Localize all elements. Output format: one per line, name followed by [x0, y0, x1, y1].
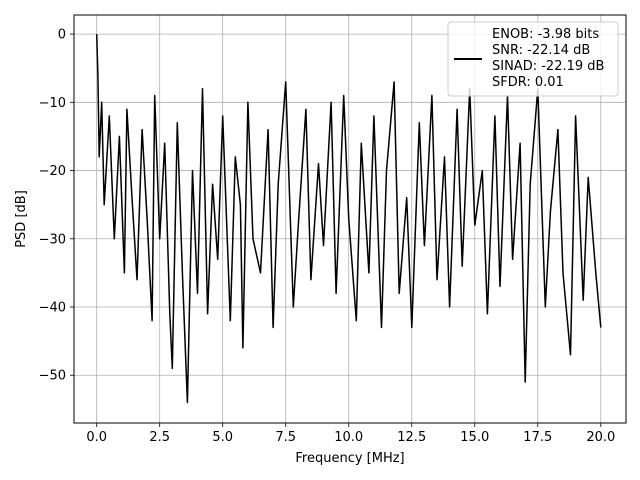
x-tick-label: 12.5 — [397, 430, 426, 445]
x-axis-label: Frequency [MHz] — [295, 451, 404, 466]
legend-snr: SNR: -22.14 dB — [492, 43, 590, 58]
x-tick-label: 7.5 — [275, 430, 296, 445]
y-tick-label: −20 — [39, 164, 66, 179]
legend: ENOB: -3.98 bits SNR: -22.14 dB SINAD: -… — [447, 21, 619, 97]
legend-enob: ENOB: -3.98 bits — [492, 27, 599, 42]
legend-sinad: SINAD: -22.19 dB — [492, 59, 604, 74]
y-axis-label: PSD [dB] — [14, 190, 29, 248]
y-tick-label: −30 — [39, 232, 66, 247]
x-tick-label: 15.0 — [460, 430, 489, 445]
x-tick-label: 10.0 — [334, 430, 363, 445]
legend-sfdr: SFDR: 0.01 — [492, 75, 564, 90]
y-tick-label: −40 — [39, 301, 66, 316]
ticks: 0.0 2.5 5.0 7.5 10.0 12.5 15.0 17.5 20.0 0 −10 −20 −… — [39, 28, 616, 445]
y-tick-label: −10 — [39, 96, 66, 111]
y-tick-label: −50 — [39, 369, 66, 384]
x-tick-label: 17.5 — [523, 430, 552, 445]
x-tick-label: 0.0 — [86, 430, 107, 445]
x-tick-label: 2.5 — [149, 430, 170, 445]
x-tick-label: 20.0 — [586, 430, 615, 445]
y-tick-label: 0 — [58, 28, 66, 43]
x-tick-label: 5.0 — [212, 430, 233, 445]
axes-frame — [73, 14, 627, 424]
legend-box — [447, 21, 619, 97]
